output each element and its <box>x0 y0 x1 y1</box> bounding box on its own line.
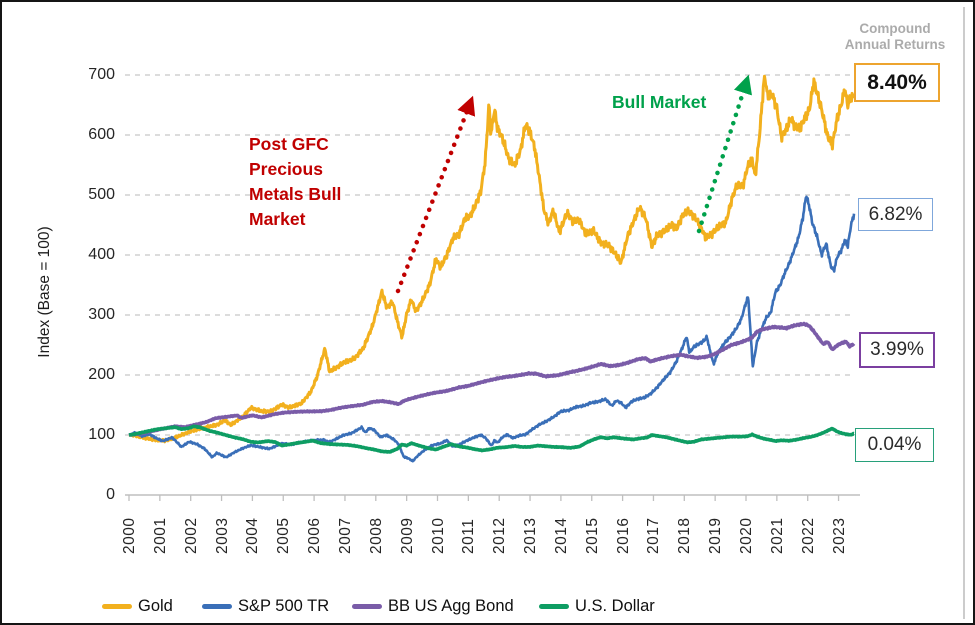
series-line-s-p-500-tr <box>128 195 856 463</box>
y-axis-title: Index (Base = 100) <box>36 226 53 358</box>
x-tick-label-2013: 2013 <box>522 517 540 554</box>
series-line-u-s-dollar <box>127 424 856 454</box>
x-tick-label-2002: 2002 <box>182 517 200 554</box>
x-tick-label-2011: 2011 <box>460 518 478 554</box>
series-lines <box>127 74 856 463</box>
y-tick-label-600: 600 <box>88 126 115 143</box>
x-tick-label-2018: 2018 <box>676 517 694 554</box>
x-tick-label-2014: 2014 <box>552 517 570 554</box>
y-tick-label-100: 100 <box>88 426 115 443</box>
arrow-bull-market <box>696 74 752 234</box>
x-tick-label-2016: 2016 <box>614 517 632 554</box>
y-tick-label-300: 300 <box>88 306 115 323</box>
x-tick-label-2015: 2015 <box>583 517 601 554</box>
y-tick-label-500: 500 <box>88 186 115 203</box>
x-tick-label-2008: 2008 <box>367 517 385 554</box>
legend-swatch-icon <box>352 603 382 609</box>
legend-item-gold: Gold <box>102 595 173 617</box>
annotation-post-gfc: Post GFC Precious Metals Bull Market <box>249 134 342 229</box>
x-tick-label-2019: 2019 <box>707 517 725 554</box>
x-tick-label-2010: 2010 <box>429 517 447 554</box>
legend-label: BB US Agg Bond <box>388 596 514 615</box>
series-line-bb-us-agg-bond <box>127 321 856 437</box>
legend-swatch-icon <box>202 603 232 609</box>
x-tick-label-2004: 2004 <box>244 517 262 554</box>
x-tick-label-2003: 2003 <box>213 517 231 554</box>
x-tick-label-2009: 2009 <box>398 517 416 554</box>
series-line-gold <box>128 74 856 444</box>
return-badge-gold: 8.40% <box>854 63 940 102</box>
x-tick-label-2017: 2017 <box>645 517 663 554</box>
legend-item-s-p-500-tr: S&P 500 TR <box>202 595 329 617</box>
y-tick-label-200: 200 <box>88 366 115 383</box>
annotation-arrows <box>395 74 752 294</box>
legend-swatch-icon <box>539 603 569 609</box>
x-tick-label-2021: 2021 <box>768 517 786 554</box>
x-axis <box>125 494 860 501</box>
x-tick-label-2012: 2012 <box>491 517 509 554</box>
x-tick-label-2022: 2022 <box>799 517 817 554</box>
legend-item-bb-us-agg-bond: BB US Agg Bond <box>352 595 514 617</box>
return-badge-sp500: 6.82% <box>858 198 933 231</box>
y-tick-label-400: 400 <box>88 246 115 263</box>
legend-swatch-icon <box>102 603 132 609</box>
x-tick-label-2007: 2007 <box>336 517 354 554</box>
return-badge-agg-bond: 3.99% <box>859 332 935 368</box>
x-tick-label-2000: 2000 <box>121 517 138 554</box>
legend-label: U.S. Dollar <box>575 596 655 615</box>
right-edge-rule <box>963 7 965 619</box>
x-tick-label-2005: 2005 <box>275 517 293 554</box>
arrow-post-gfc <box>395 95 476 294</box>
x-tick-label-2023: 2023 <box>830 517 848 554</box>
compound-annual-returns-header: Compound Annual Returns <box>844 21 946 52</box>
legend-label: S&P 500 TR <box>238 596 330 615</box>
legend-label: Gold <box>138 596 173 615</box>
return-badge-us-dollar: 0.04% <box>855 428 934 462</box>
annotation-bull-market: Bull Market <box>612 92 707 112</box>
x-tick-label-2006: 2006 <box>306 517 324 554</box>
x-tick-label-2020: 2020 <box>738 517 755 554</box>
y-tick-label-700: 700 <box>88 66 115 83</box>
legend-item-u-s-dollar: U.S. Dollar <box>539 595 655 617</box>
y-tick-label-0: 0 <box>106 486 115 503</box>
x-tick-label-2001: 2001 <box>151 517 169 554</box>
